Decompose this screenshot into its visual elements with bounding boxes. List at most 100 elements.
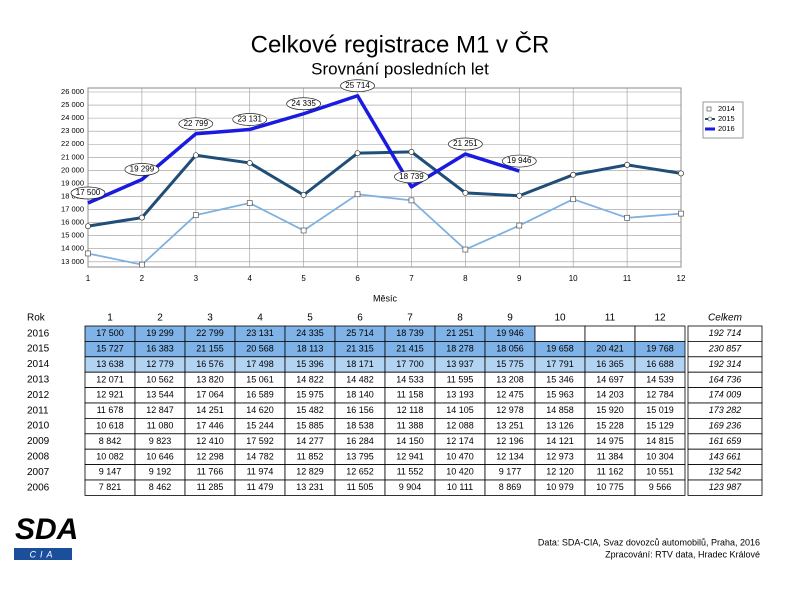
table-year: 2016 [27, 328, 50, 339]
table-value: 16 688 [646, 359, 674, 369]
point-marker [354, 150, 361, 157]
table-value: 17 592 [246, 436, 274, 446]
table-year: 2008 [27, 452, 50, 463]
table-value: 13 937 [446, 359, 474, 369]
table-value: 13 544 [146, 390, 174, 400]
point-marker [462, 246, 469, 253]
table-value: 16 576 [196, 359, 224, 369]
x-axis-label: Měsíc [373, 293, 398, 303]
table-value: 12 779 [146, 359, 174, 369]
table-value: 18 278 [446, 343, 474, 353]
table-value: 12 652 [346, 467, 374, 477]
data-label: 19 946 [507, 156, 532, 165]
table-value: 13 820 [196, 374, 224, 384]
data-label: 19 299 [130, 165, 155, 174]
point-marker [354, 191, 361, 198]
table-value: 22 799 [196, 328, 224, 338]
y-tick-label: 24 000 [61, 113, 84, 122]
table-value: 14 620 [246, 405, 274, 415]
table-year: 2012 [27, 390, 50, 401]
table-cell [687, 479, 763, 496]
data-label-bubble [394, 170, 429, 184]
series-line [87, 93, 520, 205]
table-value: 14 105 [446, 405, 474, 415]
table-value: 12 118 [397, 405, 424, 415]
table-value: 11 678 [97, 405, 124, 415]
table-value: 11 080 [147, 420, 174, 430]
table-value: 13 208 [496, 374, 524, 384]
table-value: 18 113 [297, 343, 324, 353]
y-tick-label: 26 000 [61, 87, 84, 96]
table-cell [634, 479, 686, 496]
table-value: 16 365 [596, 359, 624, 369]
table-value: 15 129 [646, 420, 674, 430]
point-marker [246, 159, 253, 166]
table-value: 16 383 [146, 343, 174, 353]
table-value: 10 111 [447, 482, 473, 492]
table-value: 12 847 [146, 405, 174, 415]
table-value: 20 568 [246, 343, 274, 353]
table-value: 14 539 [646, 374, 674, 384]
table-value: 15 346 [546, 374, 574, 384]
table-value: 12 784 [646, 390, 674, 400]
point-marker [138, 214, 145, 221]
table-value: 9 192 [149, 467, 172, 477]
point-marker [300, 192, 307, 198]
table-cell [584, 325, 636, 342]
chart-subtitle: Srovnání posledních let [311, 59, 489, 78]
table-value: 8 869 [499, 482, 522, 492]
table-header: 2 [157, 313, 163, 324]
table-total: 192 714 [709, 328, 742, 338]
table-value: 10 304 [646, 451, 674, 461]
table-year: 2009 [27, 436, 50, 447]
x-tick-label: 9 [517, 274, 522, 283]
point-marker [570, 171, 577, 178]
table-value: 19 658 [546, 343, 574, 353]
table-value: 9 177 [499, 467, 522, 477]
table-value: 15 061 [246, 374, 274, 384]
data-label: 18 739 [399, 172, 424, 181]
point-marker [246, 200, 253, 206]
legend-label: 2014 [718, 104, 735, 113]
table-value: 9 147 [99, 467, 122, 477]
point-marker [300, 227, 307, 234]
table-value: 14 697 [596, 374, 624, 384]
table-header: 1 [107, 313, 113, 324]
table-value: 11 595 [447, 374, 474, 384]
legend-label: 2016 [718, 124, 735, 133]
x-tick-label: 3 [194, 274, 199, 283]
table-value: 19 299 [146, 328, 174, 338]
table-value: 14 858 [546, 405, 574, 415]
footer-processing: Zpracování: RTV data, Hradec Králové [605, 549, 760, 559]
point-marker [678, 210, 684, 217]
table-value: 12 298 [196, 451, 224, 461]
point-marker [85, 250, 91, 257]
table-value: 10 775 [596, 482, 624, 492]
logo-sub: CIA [29, 549, 56, 559]
table-header: 7 [407, 313, 413, 324]
point-marker [624, 214, 630, 221]
data-label-bubble [124, 163, 160, 176]
table-value: 12 921 [96, 390, 124, 400]
data-label: 22 799 [184, 119, 209, 128]
table-value: 12 978 [496, 405, 524, 415]
x-tick-label: 1 [86, 274, 91, 283]
series-line [87, 193, 682, 266]
table-total: 161 659 [709, 436, 742, 446]
table-total: 169 236 [709, 420, 742, 430]
table-value: 13 638 [96, 359, 124, 369]
table-header: 4 [257, 313, 263, 324]
table-header: 11 [605, 313, 616, 324]
point-marker [408, 197, 415, 204]
table-value: 21 155 [196, 343, 224, 353]
table-year: 2006 [27, 482, 50, 493]
table-value: 13 795 [346, 451, 374, 461]
x-tick-label: 4 [248, 274, 253, 283]
table-value: 12 088 [446, 420, 474, 430]
table-header: 5 [307, 313, 313, 324]
x-tick-label: 10 [569, 274, 578, 283]
table-value: 15 775 [496, 359, 524, 369]
point-marker [408, 148, 415, 155]
data-label: 24 335 [291, 99, 316, 108]
